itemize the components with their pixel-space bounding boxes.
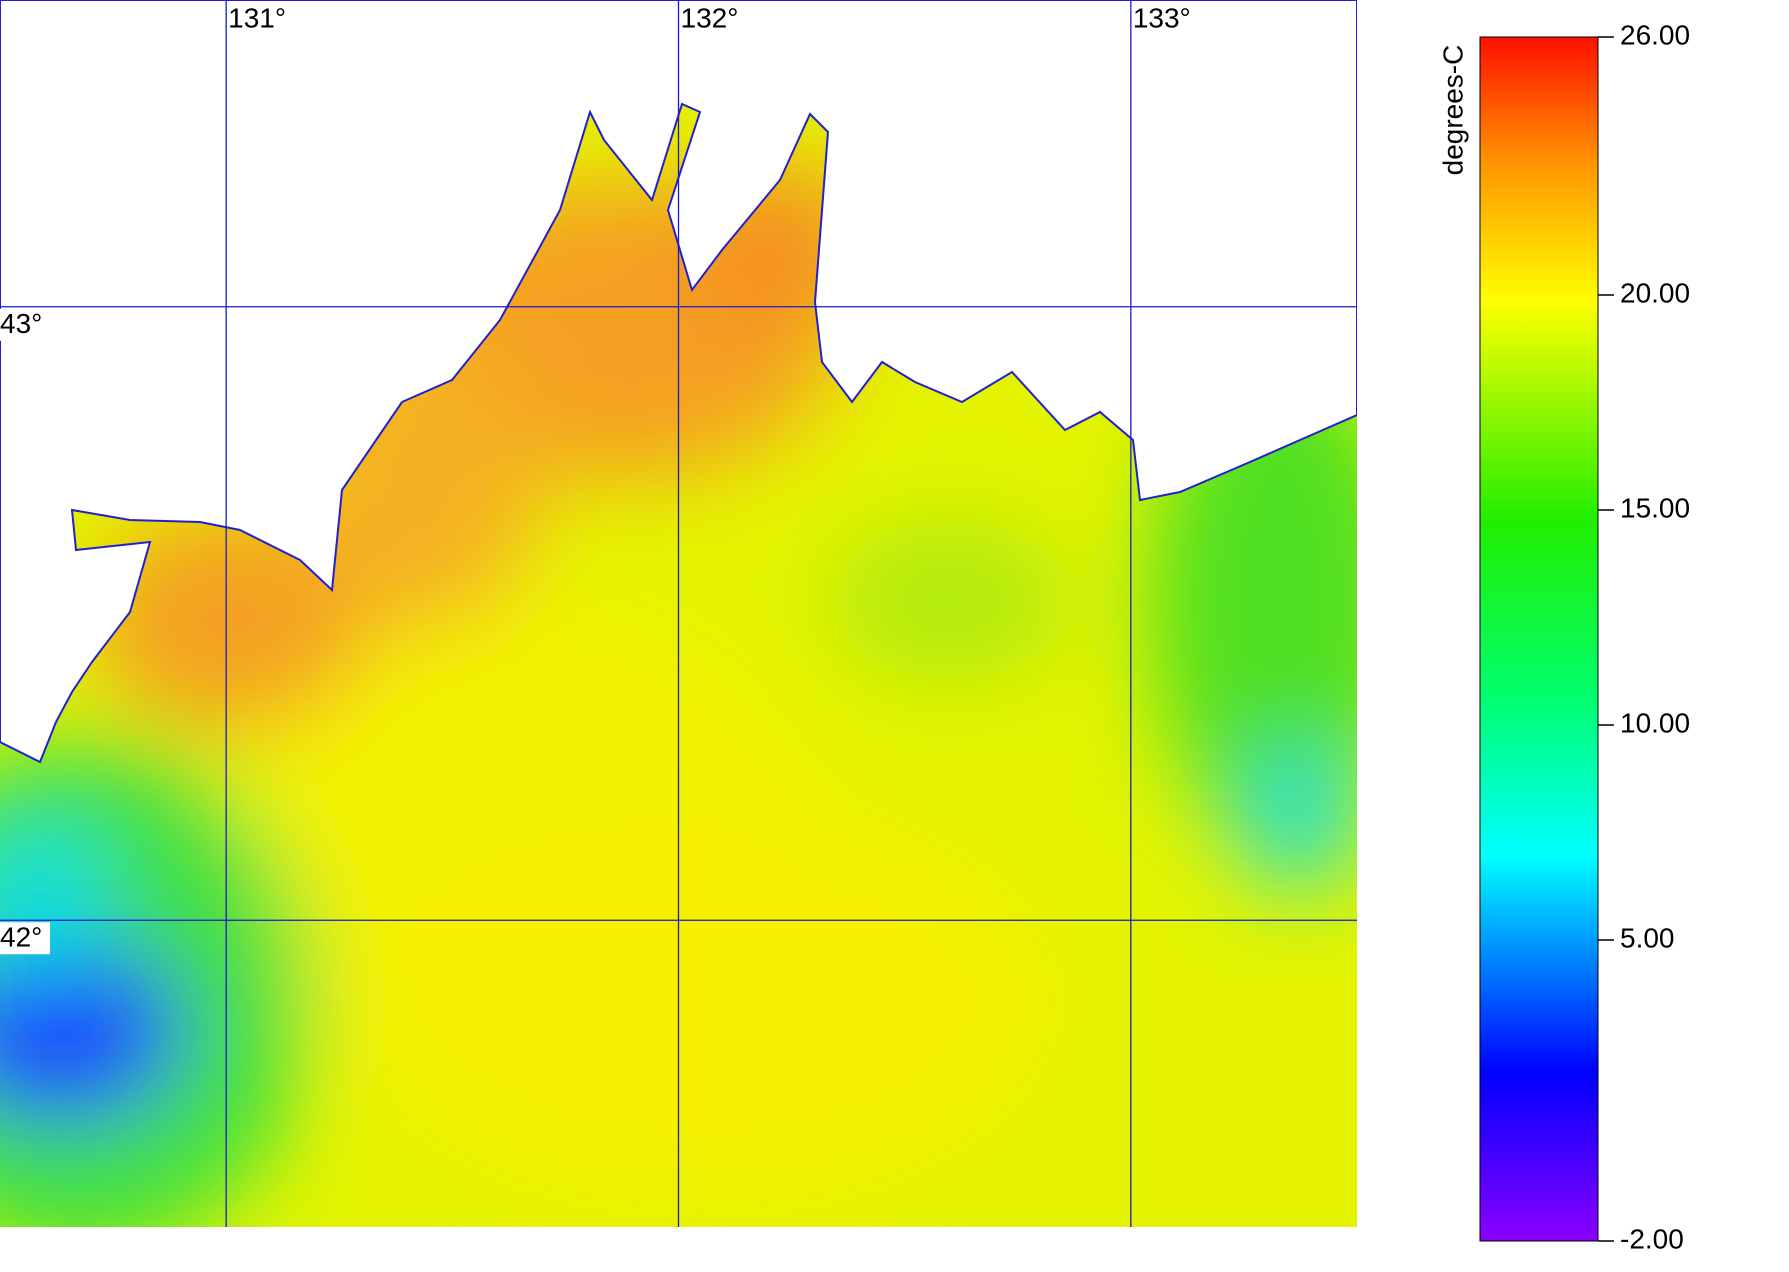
colorbar-tick-label: 20.00 — [1620, 277, 1690, 308]
colorbar-tick-label: 26.00 — [1620, 19, 1690, 50]
colorbar-tick-label: 5.00 — [1620, 922, 1675, 953]
colorbar-tick-label: -2.00 — [1620, 1223, 1684, 1254]
colorbar-label: degrees-C — [1437, 45, 1468, 176]
colorbar-tick-label: 10.00 — [1620, 707, 1690, 738]
lat-label: 42° — [0, 922, 42, 953]
colorbar-tick-label: 15.00 — [1620, 492, 1690, 523]
lat-label-bg — [0, 922, 50, 955]
sst-field — [0, 0, 1357, 1227]
lon-label: 131° — [228, 2, 286, 33]
lon-label: 132° — [681, 2, 739, 33]
lat-label: 43° — [0, 308, 42, 339]
lat-label-bg — [0, 308, 50, 341]
lon-label: 133° — [1133, 2, 1191, 33]
colorbar — [1479, 36, 1599, 1242]
